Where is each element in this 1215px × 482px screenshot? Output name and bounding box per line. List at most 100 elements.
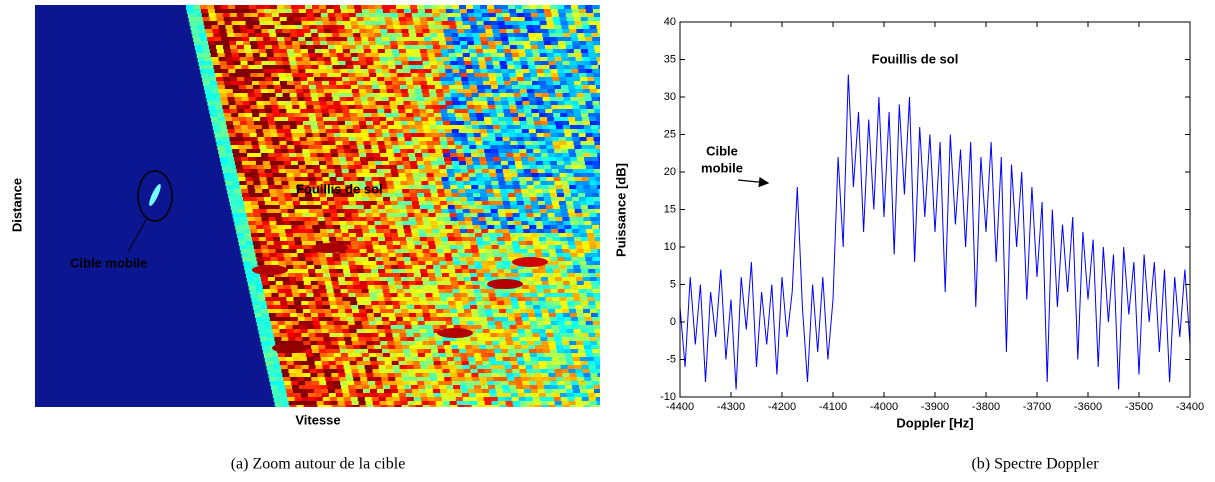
map-cell [261,341,270,346]
map-cell [565,169,574,174]
map-cell [462,209,471,214]
map-cell [585,353,594,358]
map-cell [305,165,314,170]
map-cell [567,81,576,86]
map-cell [243,261,252,266]
map-cell [465,65,474,70]
map-cell [393,213,402,218]
map-cell [255,189,264,194]
map-cell [222,45,231,50]
map-cell [265,233,274,238]
map-cell [530,325,539,330]
map-cell [475,237,484,242]
map-cell [578,289,587,294]
map-cell [319,193,328,198]
map-cell [453,229,462,234]
map-cell [318,129,327,134]
map-cell [456,273,464,278]
map-cell [330,277,339,282]
map-cell [303,93,312,98]
map-cell [277,9,286,14]
map-cell [575,369,584,374]
map-cell [445,101,454,106]
map-cell [314,233,323,238]
map-cell [503,109,512,114]
map-cell [235,5,243,10]
map-cell [438,353,447,358]
map-cell [204,25,213,30]
map-cell [578,353,587,358]
map-cell [223,49,232,54]
map-cell [267,369,276,374]
map-cell [232,149,241,154]
map-cell [287,333,296,338]
map-cell [540,305,549,310]
map-cell [578,133,587,138]
map-cell [499,153,508,158]
map-cell [559,297,568,302]
map-cell [561,305,570,310]
map-cell [560,301,569,306]
map-cell [502,261,511,266]
map-cell [266,85,275,90]
map-cell [570,33,579,38]
map-cell [484,117,493,122]
map-cell [427,21,436,26]
map-cell [327,41,336,46]
map-cell [503,233,512,238]
map-cell [305,101,314,106]
map-cell [549,157,558,162]
map-cell [268,249,277,254]
map-cell [348,13,357,18]
map-cell [271,45,280,50]
map-cell [420,21,429,26]
map-cell [592,193,600,198]
map-cell [500,317,509,322]
map-cell [441,145,450,150]
map-cell [463,273,471,278]
map-cell [366,153,375,158]
map-cell [472,65,481,70]
map-cell [575,121,584,126]
map-cell [394,313,403,318]
map-cell [492,125,501,130]
map-cell [254,217,263,222]
map-cell [481,45,490,50]
map-cell [230,173,239,178]
map-cell [511,269,520,274]
map-cell [365,89,374,94]
map-cell [418,41,427,46]
map-cell [255,221,264,226]
map-cell [443,341,452,346]
map-cell [413,301,422,306]
map-cell [271,169,280,174]
map-cell [517,329,526,334]
map-cell [362,13,371,18]
map-cell [481,105,490,110]
map-cell [494,37,503,42]
map-cell [297,285,306,290]
map-cell [557,69,566,74]
map-cell [270,257,279,262]
map-cell [599,225,600,230]
map-cell [573,49,582,54]
map-cell [593,105,600,110]
map-cell [313,137,322,142]
map-cell [251,237,260,242]
map-cell [238,81,247,86]
map-cell [258,297,267,302]
map-cell [493,189,502,194]
map-cell [299,357,308,362]
map-cell [324,341,333,346]
map-cell [403,197,412,202]
map-cell [259,209,268,214]
map-cell [403,321,412,326]
map-cell [219,125,228,130]
map-cell [438,5,446,10]
map-cell [406,269,415,274]
map-cell [275,281,284,286]
map-cell [377,297,386,302]
map-cell [481,201,490,206]
map-cell [242,225,251,230]
map-cell [345,153,354,158]
